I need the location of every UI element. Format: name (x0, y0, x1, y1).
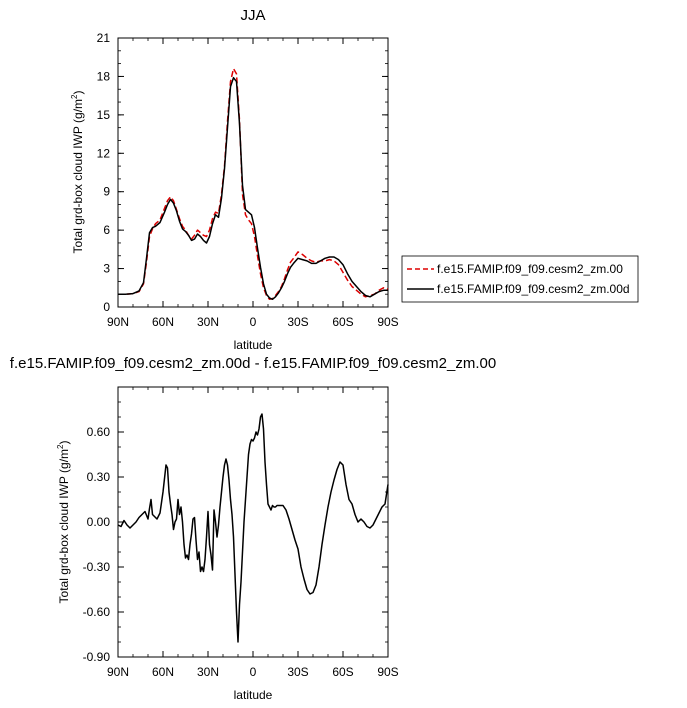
x-tick-label: 90S (377, 665, 398, 679)
y-axis-label: Total grd-box cloud IWP (g/m2) (56, 441, 71, 604)
y-tick-label: 0.30 (87, 470, 111, 484)
y-axis-label: Total grd-box cloud IWP (g/m2) (70, 91, 85, 254)
series-lines (117, 413, 389, 643)
x-tick-label: 0 (250, 315, 257, 329)
x-tick-label: 30N (197, 665, 219, 679)
y-axis-label-superscript: 2 (56, 444, 65, 449)
x-tick-label: 60S (332, 665, 353, 679)
x-tick-label: 60N (152, 665, 174, 679)
legend-label-series-1: f.e15.FAMIP.f09_f09.cesm2_zm.00 (437, 262, 623, 276)
series-line-1 (118, 67, 389, 301)
x-tick-label: 90S (377, 315, 398, 329)
x-axis-label: latitude (234, 338, 273, 352)
top-chart: JJA 0 3 6 9 12 15 18 21 90N 60N 30N 0 30S 60S 90S lat… (70, 7, 639, 352)
y-tick-label: 6 (103, 223, 110, 237)
x-axis-label: latitude (234, 688, 273, 702)
x-axis: 90N 60N 30N 0 30S 60S 90S (107, 38, 399, 329)
x-tick-label: 30N (197, 315, 219, 329)
x-axis: 90N 60N 30N 0 30S 60S 90S (107, 387, 399, 679)
x-tick-label: 90N (107, 315, 129, 329)
series-line-1 (117, 413, 389, 643)
plot-frame (117, 37, 389, 308)
legend: f.e15.FAMIP.f09_f09.cesm2_zm.00 f.e15.FA… (401, 255, 639, 303)
y-axis: -0.90 -0.60 -0.30 0.00 0.30 0.60 (83, 386, 388, 664)
bottom-chart: f.e15.FAMIP.f09_f09.cesm2_zm.00d - f.e15… (10, 355, 496, 702)
y-axis-label-text: Total grd-box cloud IWP (g/m (57, 449, 71, 604)
y-tick-label: 0.00 (87, 515, 111, 529)
y-tick-label: 9 (103, 185, 110, 199)
x-tick-label: 60N (152, 315, 174, 329)
y-tick-label: 0.60 (87, 425, 111, 439)
y-tick-label: 21 (97, 31, 111, 45)
x-tick-label: 60S (332, 315, 353, 329)
series-lines (118, 67, 389, 301)
y-tick-label: 18 (97, 69, 111, 83)
y-tick-label: 3 (103, 262, 110, 276)
y-axis-label-text: Total grd-box cloud IWP (g/m (71, 99, 85, 254)
y-tick-label: -0.90 (83, 650, 111, 664)
chart-title: JJA (240, 7, 265, 24)
y-tick-label: 15 (97, 108, 111, 122)
y-tick-label: -0.60 (83, 605, 111, 619)
y-tick-label: 0 (103, 300, 110, 314)
legend-box (401, 255, 639, 303)
series-line-2 (118, 76, 388, 301)
y-axis-label-superscript: 2 (70, 94, 79, 99)
y-axis-label-close: ) (71, 91, 85, 95)
x-tick-label: 30S (287, 315, 308, 329)
x-tick-label: 90N (107, 665, 129, 679)
y-axis-label-close: ) (57, 441, 71, 445)
x-tick-label: 0 (250, 665, 257, 679)
plot-frame (117, 386, 389, 658)
legend-label-series-2: f.e15.FAMIP.f09_f09.cesm2_zm.00d (437, 282, 630, 296)
y-axis: 0 3 6 9 12 15 18 21 (97, 31, 388, 314)
y-tick-label: -0.30 (83, 560, 111, 574)
y-tick-label: 12 (97, 146, 111, 160)
chart-title: f.e15.FAMIP.f09_f09.cesm2_zm.00d - f.e15… (10, 355, 496, 372)
x-tick-label: 30S (287, 665, 308, 679)
